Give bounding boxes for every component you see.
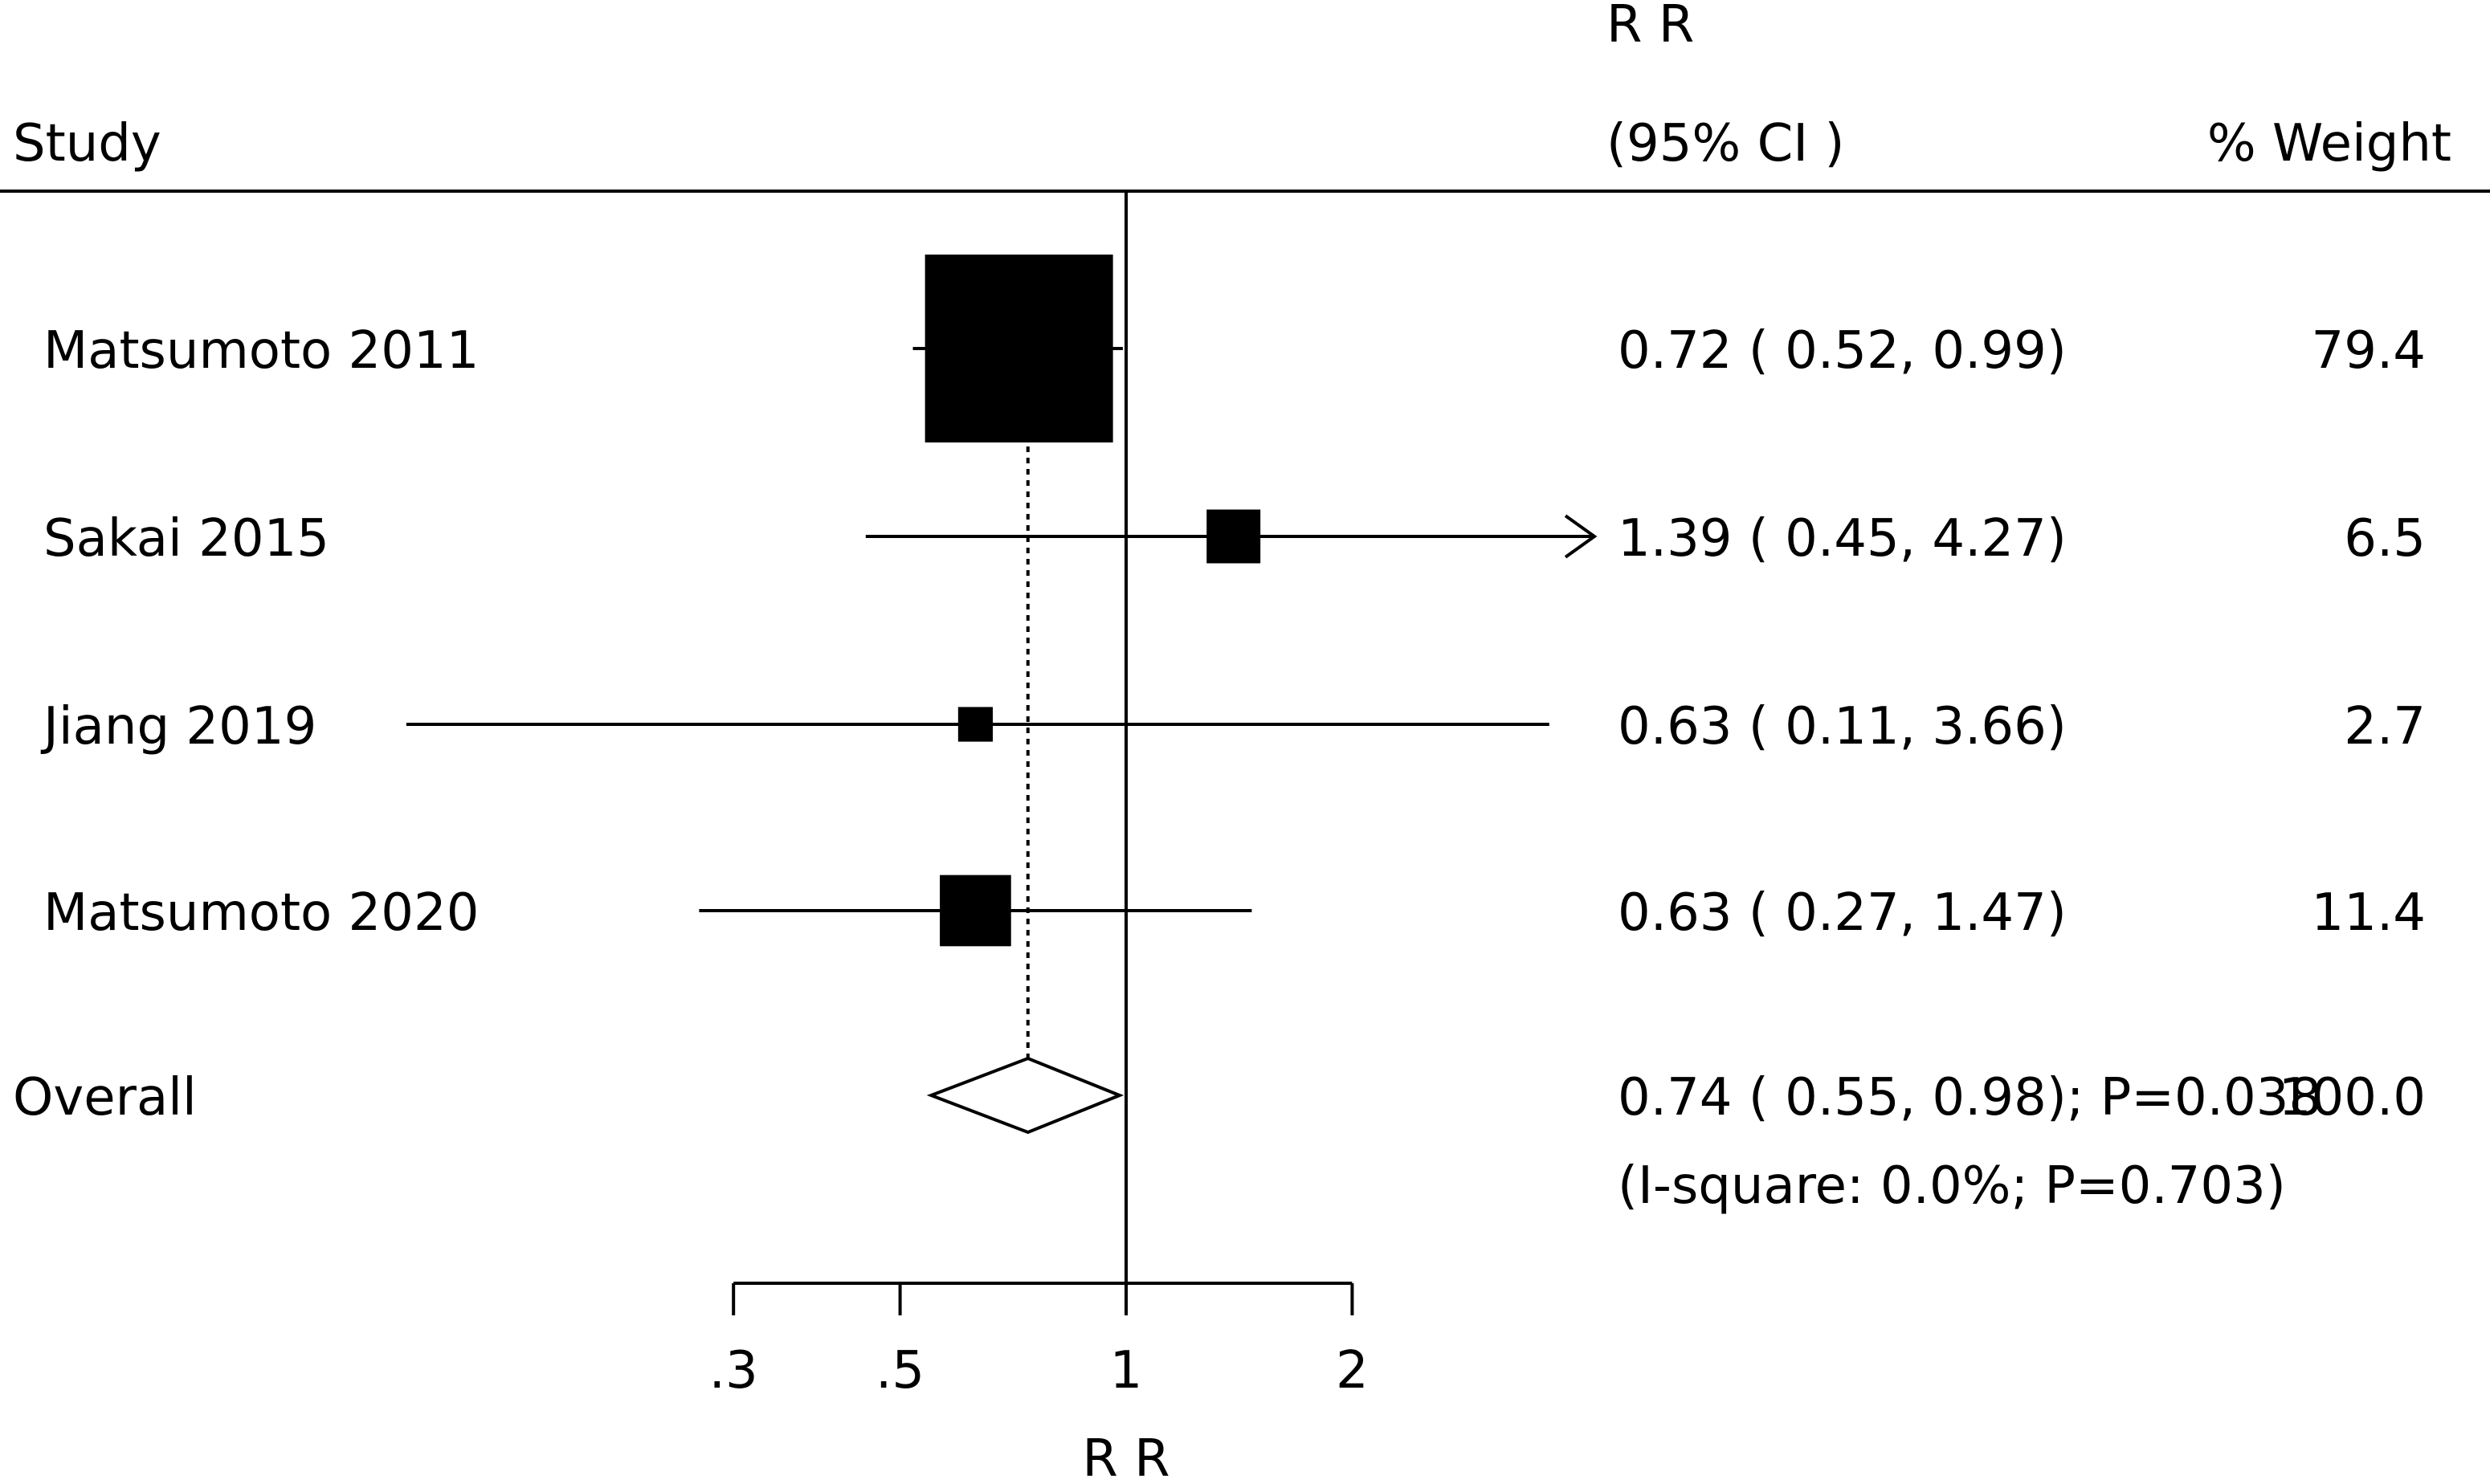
header-rr: R R xyxy=(1606,0,1694,55)
x-axis: .3 .5 1 2 xyxy=(709,1282,1369,1400)
heterogeneity-text: (I-square: 0.0%; P=0.703) xyxy=(1618,1156,2286,1216)
overall-label: Overall xyxy=(13,1068,197,1127)
x-tick-label: .3 xyxy=(709,1341,758,1400)
ci-arrow-right xyxy=(1564,514,1598,559)
overall-weight-value: 100.0 xyxy=(2279,1068,2426,1127)
study-row: Jiang 2019 0.63 ( 0.11, 3.66) 2.7 xyxy=(40,697,2426,756)
header-study: Study xyxy=(13,114,161,173)
estimate-ci-text: 1.39 ( 0.45, 4.27) xyxy=(1618,509,2067,569)
point-estimate-box xyxy=(957,707,993,742)
weight-value: 79.4 xyxy=(2312,321,2427,381)
study-label: Jiang 2019 xyxy=(40,697,316,756)
study-label: Matsumoto 2011 xyxy=(43,321,479,381)
weight-value: 6.5 xyxy=(2344,509,2426,569)
x-tick-label: 1 xyxy=(1110,1341,1143,1400)
study-row: Matsumoto 2011 0.72 ( 0.52, 0.99) 79.4 xyxy=(43,255,2426,442)
estimate-ci-text: 0.72 ( 0.52, 0.99) xyxy=(1618,321,2067,381)
header-ci: (95% CI ) xyxy=(1606,114,1844,173)
x-tick-label: 2 xyxy=(1336,1341,1369,1400)
point-estimate-box xyxy=(925,255,1113,442)
header-weight: % Weight xyxy=(2207,114,2451,173)
weight-value: 2.7 xyxy=(2344,697,2426,756)
weight-value: 11.4 xyxy=(2312,883,2427,943)
x-axis-label: R R xyxy=(1082,1429,1169,1484)
estimate-ci-text: 0.63 ( 0.27, 1.47) xyxy=(1618,883,2067,943)
study-label: Sakai 2015 xyxy=(43,509,329,569)
point-estimate-box xyxy=(940,874,1011,947)
point-estimate-box xyxy=(1206,509,1261,564)
study-label: Matsumoto 2020 xyxy=(43,883,479,943)
overall-estimate-text: 0.74 ( 0.55, 0.98); P=0.038 xyxy=(1618,1068,2321,1127)
study-row: Sakai 2015 1.39 ( 0.45, 4.27) 6.5 xyxy=(43,509,2426,569)
plot-area: Matsumoto 2011 0.72 ( 0.52, 0.99) 79.4 Saka… xyxy=(13,191,2426,1283)
estimate-ci-text: 0.63 ( 0.11, 3.66) xyxy=(1618,697,2067,756)
overall-diamond xyxy=(926,1056,1125,1135)
study-row: Matsumoto 2020 0.63 ( 0.27, 1.47) 11.4 xyxy=(43,874,2427,947)
x-tick-label: .5 xyxy=(876,1341,925,1400)
